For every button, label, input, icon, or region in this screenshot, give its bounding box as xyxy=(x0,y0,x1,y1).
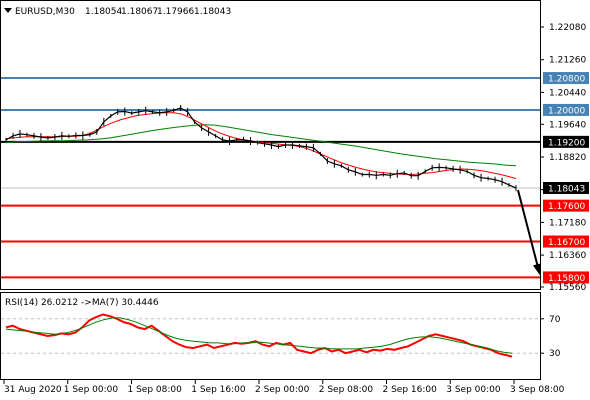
level-price-tag xyxy=(543,103,589,116)
price-axis: 1.22080 1.21260 1.20440 1.19640 1.18820 1.180… xyxy=(540,23,589,293)
ma-green-line xyxy=(5,124,517,167)
level-price-tag xyxy=(543,235,589,248)
time-tick-label: 2 Sep 00:00 xyxy=(255,385,310,395)
ma-red-line xyxy=(5,112,517,179)
time-tick-label: 2 Sep 08:00 xyxy=(319,385,374,395)
rsi-header: RSI(14) 26.0212 ->MA(7) 30.4446 xyxy=(5,298,159,308)
level-price-label: 1.19200 xyxy=(548,138,585,148)
time-tick-label: 1 Sep 16:00 xyxy=(191,385,246,395)
horizontal-levels xyxy=(1,77,540,279)
level-price-label: 1.20800 xyxy=(548,75,585,85)
price-tick-label: 1.16360 xyxy=(549,251,586,261)
level-price-tag xyxy=(543,135,589,148)
moving-average-red xyxy=(5,112,517,179)
level-price-label: 1.16700 xyxy=(548,238,585,248)
price-tick-label: 1.20440 xyxy=(549,88,586,98)
price-tick-label: 1.19640 xyxy=(549,120,586,130)
time-tick-label: 2 Sep 16:00 xyxy=(383,385,438,395)
level-price-label: 1.20000 xyxy=(548,106,585,116)
moving-average-green xyxy=(5,124,517,167)
rsi-tick-label: 70 xyxy=(549,315,561,325)
price-tick-label: 1.17180 xyxy=(549,218,586,228)
time-tick-label: 3 Sep 08:00 xyxy=(510,385,565,395)
high-value: 1.18067 xyxy=(121,7,158,17)
rsi-axis: 70 30 xyxy=(540,315,561,359)
current-price-tag xyxy=(543,181,589,194)
rsi-pane[interactable] xyxy=(0,292,541,380)
projection-arrow xyxy=(517,189,541,276)
triangle-down-icon xyxy=(4,8,12,13)
projection-arrow-line xyxy=(517,189,539,268)
time-axis: 31 Aug 2020 1 Sep 00:00 1 Sep 08:00 1 Sep 1… xyxy=(3,380,565,395)
price-line xyxy=(5,107,517,189)
rsi-indicator xyxy=(1,313,540,358)
price-tick-label: 1.18820 xyxy=(549,153,586,163)
rsi-tick-label: 30 xyxy=(549,349,561,359)
level-price-tag xyxy=(543,199,589,212)
time-tick-label: 1 Sep 08:00 xyxy=(128,385,183,395)
chart-header: EURUSD,M30 1.18054 1.18067 1.17966 1.180… xyxy=(4,7,231,17)
symbol-label: EURUSD,M30 xyxy=(15,7,75,17)
arrow-head-icon xyxy=(533,263,541,276)
level-price-label: 1.15800 xyxy=(548,274,585,284)
price-bars xyxy=(5,104,517,192)
price-tick-label: 1.21260 xyxy=(549,56,586,66)
time-tick-label: 31 Aug 2020 xyxy=(4,385,62,395)
price-tick-label: 1.22080 xyxy=(549,23,586,33)
open-value: 1.18054 xyxy=(85,7,122,17)
low-value: 1.17966 xyxy=(157,7,194,17)
rsi-ma-line xyxy=(5,317,513,354)
level-price-label: 1.17600 xyxy=(548,202,585,212)
level-price-tag xyxy=(543,271,589,284)
time-tick-label: 3 Sep 00:00 xyxy=(446,385,501,395)
close-value: 1.18043 xyxy=(194,7,231,17)
price-tick-label: 1.15560 xyxy=(549,283,586,293)
time-tick-label: 1 Sep 00:00 xyxy=(64,385,119,395)
current-price-label: 1.18043 xyxy=(548,184,585,194)
level-price-tag xyxy=(543,72,589,85)
